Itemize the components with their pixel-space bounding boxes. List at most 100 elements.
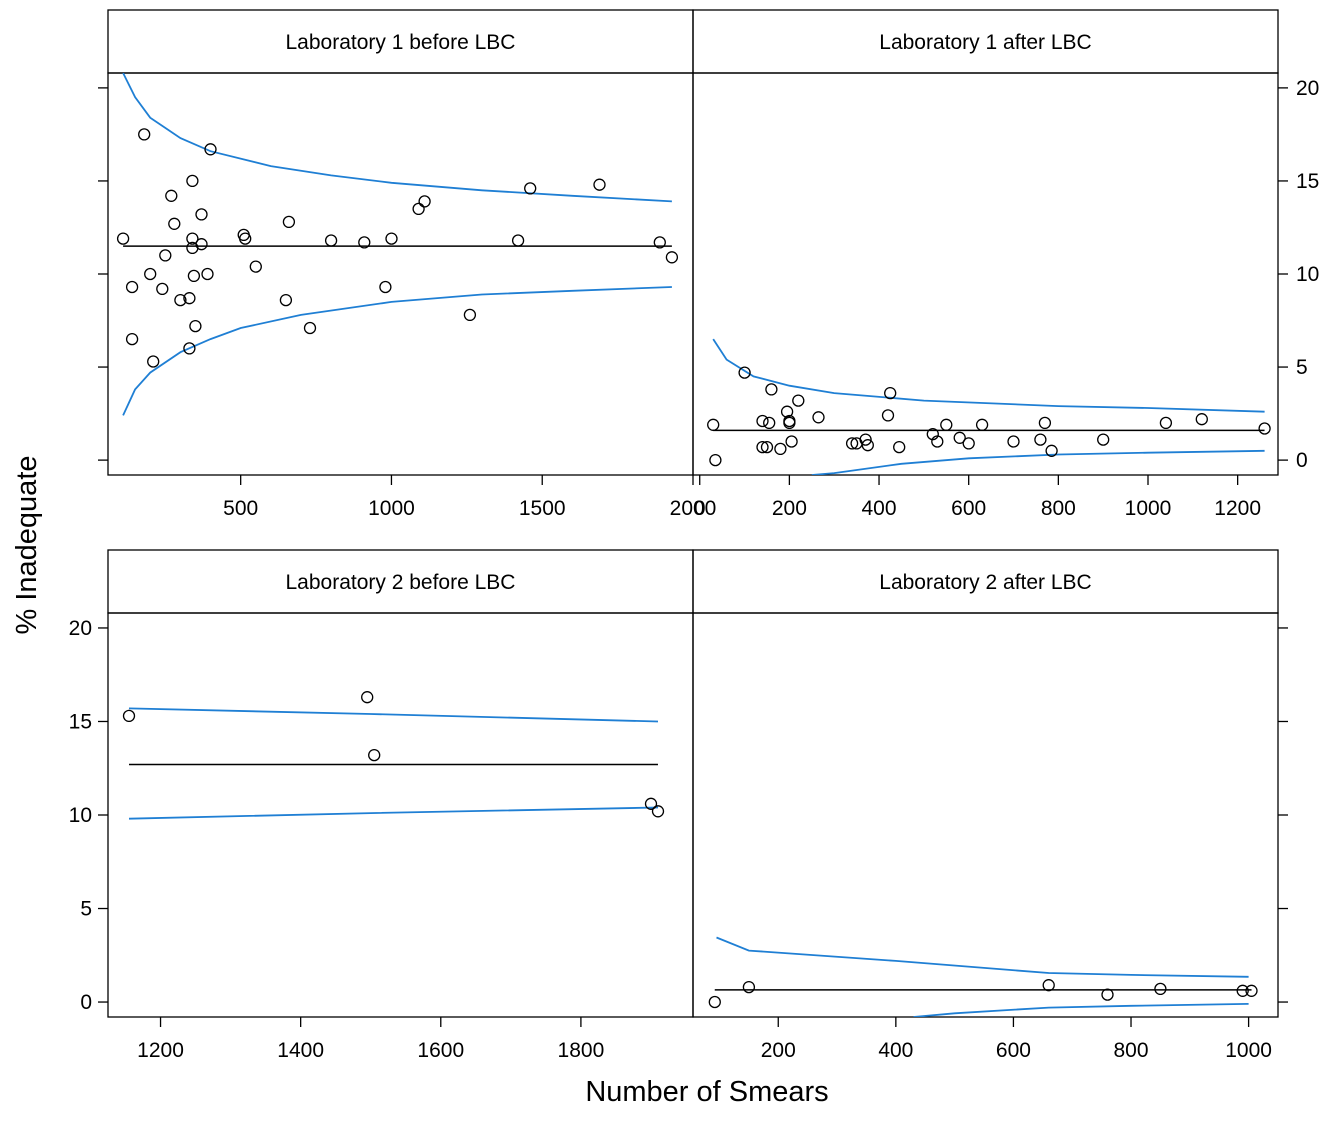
x-tick-label: 1200 <box>137 1039 184 1062</box>
upper-limit-line <box>128 707 659 723</box>
lower-limit-line <box>122 286 672 416</box>
strip-label: Laboratory 2 before LBC <box>286 571 516 594</box>
data-point <box>760 440 774 454</box>
data-point <box>204 143 217 156</box>
panel-lab2-before: Laboratory 2 before LBC 1200 1400 1600 1800 0… <box>69 549 694 1062</box>
lower-limit-line <box>913 1003 1249 1017</box>
data-point <box>186 174 199 188</box>
plot-area <box>708 936 1258 1017</box>
data-point <box>195 208 208 221</box>
data-point <box>763 416 776 430</box>
data-point <box>931 435 944 448</box>
data-point <box>147 355 160 368</box>
x-tick-label: 1000 <box>368 497 415 520</box>
data-point <box>524 182 537 195</box>
y-tick-label: 0 <box>80 991 92 1014</box>
x-tick-label: 200 <box>772 497 807 520</box>
data-point <box>884 386 897 400</box>
data-point <box>116 232 130 245</box>
data-point <box>186 232 199 245</box>
x-tick-label: 400 <box>878 1039 913 1062</box>
strip-label: Laboratory 1 after LBC <box>879 31 1091 54</box>
data-point <box>187 269 201 283</box>
data-point <box>756 440 769 454</box>
lower-limit-line <box>128 806 659 820</box>
data-point <box>168 217 181 230</box>
data-point <box>785 435 798 448</box>
plot-frame <box>692 612 1279 1018</box>
x-tick-label: 1400 <box>277 1039 324 1062</box>
data-point <box>174 293 187 307</box>
x-tick-label: 1600 <box>417 1039 464 1062</box>
x-tick-label: 1000 <box>1125 497 1172 520</box>
x-tick-label: 200 <box>761 1039 796 1062</box>
x-tick-label: 600 <box>996 1039 1031 1062</box>
panel-lab1-before: Laboratory 1 before LBC 500 1000 1500 2000 <box>98 9 717 520</box>
data-point <box>412 202 425 216</box>
plot-area <box>122 691 665 820</box>
y-tick-label: 15 <box>1296 170 1319 193</box>
strip-label: Laboratory 2 after LBC <box>879 571 1091 594</box>
y-tick-label: 20 <box>69 617 92 640</box>
upper-limit-line <box>122 73 672 203</box>
data-point <box>189 319 202 333</box>
data-point <box>859 433 872 446</box>
x-tick-label: 800 <box>1113 1039 1148 1062</box>
data-point <box>361 691 374 704</box>
data-point <box>125 332 139 346</box>
data-point <box>1097 433 1110 446</box>
data-point <box>249 260 262 273</box>
data-point <box>783 414 796 428</box>
x-tick-label: 1000 <box>1225 1039 1272 1062</box>
data-point <box>593 178 606 191</box>
data-point <box>665 251 679 264</box>
data-point <box>742 980 756 994</box>
data-point <box>379 280 392 294</box>
plot-frame <box>107 612 694 1018</box>
data-point <box>368 748 381 762</box>
data-point <box>201 267 214 281</box>
data-point <box>861 439 874 452</box>
data-point <box>1045 444 1058 457</box>
x-tick-label: 1500 <box>519 497 566 520</box>
data-point <box>358 236 371 249</box>
upper-limit-line <box>716 936 1249 978</box>
data-point <box>738 366 751 379</box>
data-point <box>881 409 895 422</box>
x-tick-label: 800 <box>1041 497 1076 520</box>
x-tick-label: 500 <box>223 497 258 520</box>
plot-area <box>707 338 1271 475</box>
data-point <box>165 189 178 202</box>
data-point <box>812 411 825 424</box>
data-point <box>1195 413 1208 426</box>
y-tick-label: 5 <box>80 898 92 921</box>
x-tick-label: 1800 <box>558 1039 605 1062</box>
y-tick-label: 15 <box>69 710 92 733</box>
upper-limit-line <box>712 338 1265 413</box>
data-point <box>940 418 953 431</box>
lower-limit-line <box>811 449 1265 475</box>
data-point <box>644 797 658 810</box>
plot-area <box>116 73 679 416</box>
data-point <box>707 418 720 431</box>
data-point <box>893 440 906 454</box>
data-point <box>1034 433 1047 446</box>
data-point <box>1159 416 1173 430</box>
data-point <box>385 232 398 245</box>
data-point <box>183 292 196 305</box>
data-point <box>962 437 975 450</box>
y-tick-label: 5 <box>1296 356 1308 379</box>
data-point <box>756 414 769 428</box>
data-point <box>792 394 805 407</box>
x-tick-label: 400 <box>862 497 897 520</box>
y-tick-label: 10 <box>69 804 92 827</box>
panel-lab2-after: Laboratory 2 after LBC 200 400 600 800 1000 <box>692 549 1288 1062</box>
data-point <box>774 442 787 456</box>
x-tick-label: 0 <box>694 497 706 520</box>
data-point <box>765 383 778 396</box>
data-point <box>156 282 169 296</box>
x-tick-label: 2000 <box>670 497 717 520</box>
data-point <box>1154 982 1167 996</box>
